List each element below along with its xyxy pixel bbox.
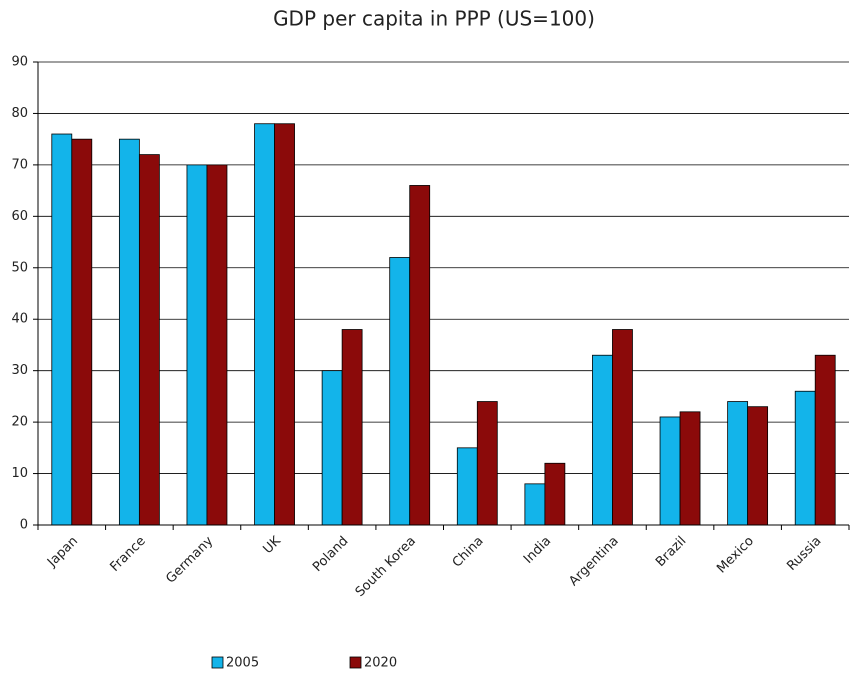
bar — [409, 185, 431, 526]
y-tick-label: 0 — [20, 518, 28, 533]
bar — [274, 123, 295, 526]
y-tick-label: 50 — [11, 260, 28, 275]
bar — [341, 329, 363, 526]
bar — [118, 138, 140, 526]
y-tick-label: 40 — [11, 312, 28, 327]
bar — [389, 257, 411, 526]
x-tick-label: China — [450, 534, 487, 571]
bar — [659, 416, 681, 526]
bar — [679, 411, 701, 526]
y-tick-label: 10 — [11, 466, 28, 481]
y-tick-label: 70 — [11, 157, 28, 172]
bar — [814, 354, 836, 526]
bar — [71, 138, 93, 526]
bar — [186, 164, 208, 526]
bar — [321, 370, 343, 526]
bar — [51, 133, 73, 526]
x-tick-label: South Korea — [353, 534, 419, 600]
x-tick-label: Brazil — [653, 534, 689, 570]
y-tick-label: 60 — [11, 209, 28, 224]
legend-swatch — [211, 656, 224, 669]
legend-label: 2005 — [226, 656, 259, 671]
bar — [794, 390, 816, 526]
y-tick-label: 30 — [11, 363, 28, 378]
bar — [206, 164, 228, 526]
x-tick-label: UK — [260, 533, 284, 557]
x-tick-label: Russia — [784, 534, 824, 574]
x-tick-label: Germany — [163, 533, 216, 586]
bar — [592, 354, 613, 526]
bar — [138, 154, 160, 526]
legend-label: 2020 — [364, 656, 397, 671]
x-tick-label: Japan — [44, 534, 81, 571]
x-tick-label: India — [521, 534, 554, 567]
bar — [524, 483, 546, 526]
legend-swatch — [349, 656, 362, 669]
y-tick-label: 90 — [11, 55, 28, 70]
bar — [747, 406, 769, 526]
bar — [254, 123, 275, 526]
bar — [456, 447, 478, 526]
bar — [727, 401, 749, 526]
bar — [612, 329, 633, 526]
chart-title: GDP per capita in PPP (US=100) — [273, 7, 595, 31]
bar — [476, 401, 498, 526]
x-tick-label: Argentina — [566, 534, 621, 589]
bar — [544, 462, 566, 526]
x-tick-label: Poland — [310, 534, 351, 575]
x-tick-label: Mexico — [714, 534, 757, 577]
y-tick-label: 20 — [11, 415, 28, 430]
x-tick-label: France — [108, 534, 149, 575]
y-tick-label: 80 — [11, 106, 28, 121]
